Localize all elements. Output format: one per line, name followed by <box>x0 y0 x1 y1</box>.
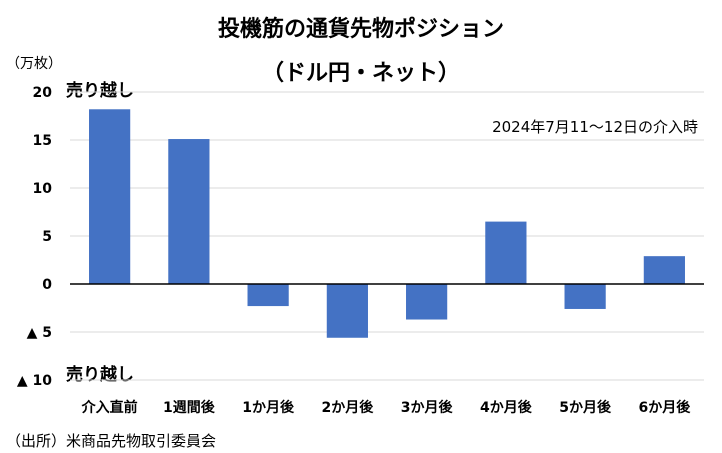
x-category-label: 介入直前 <box>81 399 138 416</box>
y-tick-label: 15 <box>33 133 52 149</box>
bar-5 <box>406 284 448 320</box>
bar-8 <box>643 256 685 284</box>
y-tick-label: ▲ 5 <box>27 325 52 341</box>
x-category-label: 6か月後 <box>639 399 692 416</box>
y-tick-label: 10 <box>33 181 53 197</box>
x-category-label: 1週間後 <box>163 399 216 416</box>
x-category-label: 4か月後 <box>480 399 533 416</box>
x-category-label: 1か月後 <box>242 399 295 416</box>
bars <box>89 109 685 338</box>
y-tick-label: 5 <box>42 229 52 245</box>
chart-title-line1: 投機筋の通貨先物ポジション <box>218 16 504 42</box>
chart-title-line2: （ドル円・ネット） <box>262 61 460 86</box>
intervention-annotation: 2024年7月11～12日の介入時 <box>492 118 698 136</box>
bar-3 <box>247 284 289 307</box>
bar-1 <box>89 109 131 284</box>
bar-4 <box>326 284 368 338</box>
y-tick-label: 20 <box>33 85 53 101</box>
source-note: （出所）米商品先物取引委員会 <box>6 432 216 450</box>
x-category-label: 2か月後 <box>322 399 375 416</box>
bar-2 <box>168 139 210 284</box>
bar-6 <box>485 221 527 284</box>
y-axis-unit-label: （万枚） <box>6 56 62 72</box>
y-tick-label: 0 <box>42 277 52 293</box>
lower-side-label: 売り越し <box>66 364 134 385</box>
bar-7 <box>564 284 606 309</box>
x-category-label: 5か月後 <box>559 399 612 416</box>
upper-side-label: 売り越し <box>66 80 134 101</box>
y-tick-label: ▲ 10 <box>17 373 52 389</box>
axis-labels: 20 15 10 5 0 ▲ 5 ▲ 10 介入直前 1週間後 1か月後 2か月後 3か月後 4か月後 5… <box>17 85 691 416</box>
x-category-label: 3か月後 <box>401 399 454 416</box>
